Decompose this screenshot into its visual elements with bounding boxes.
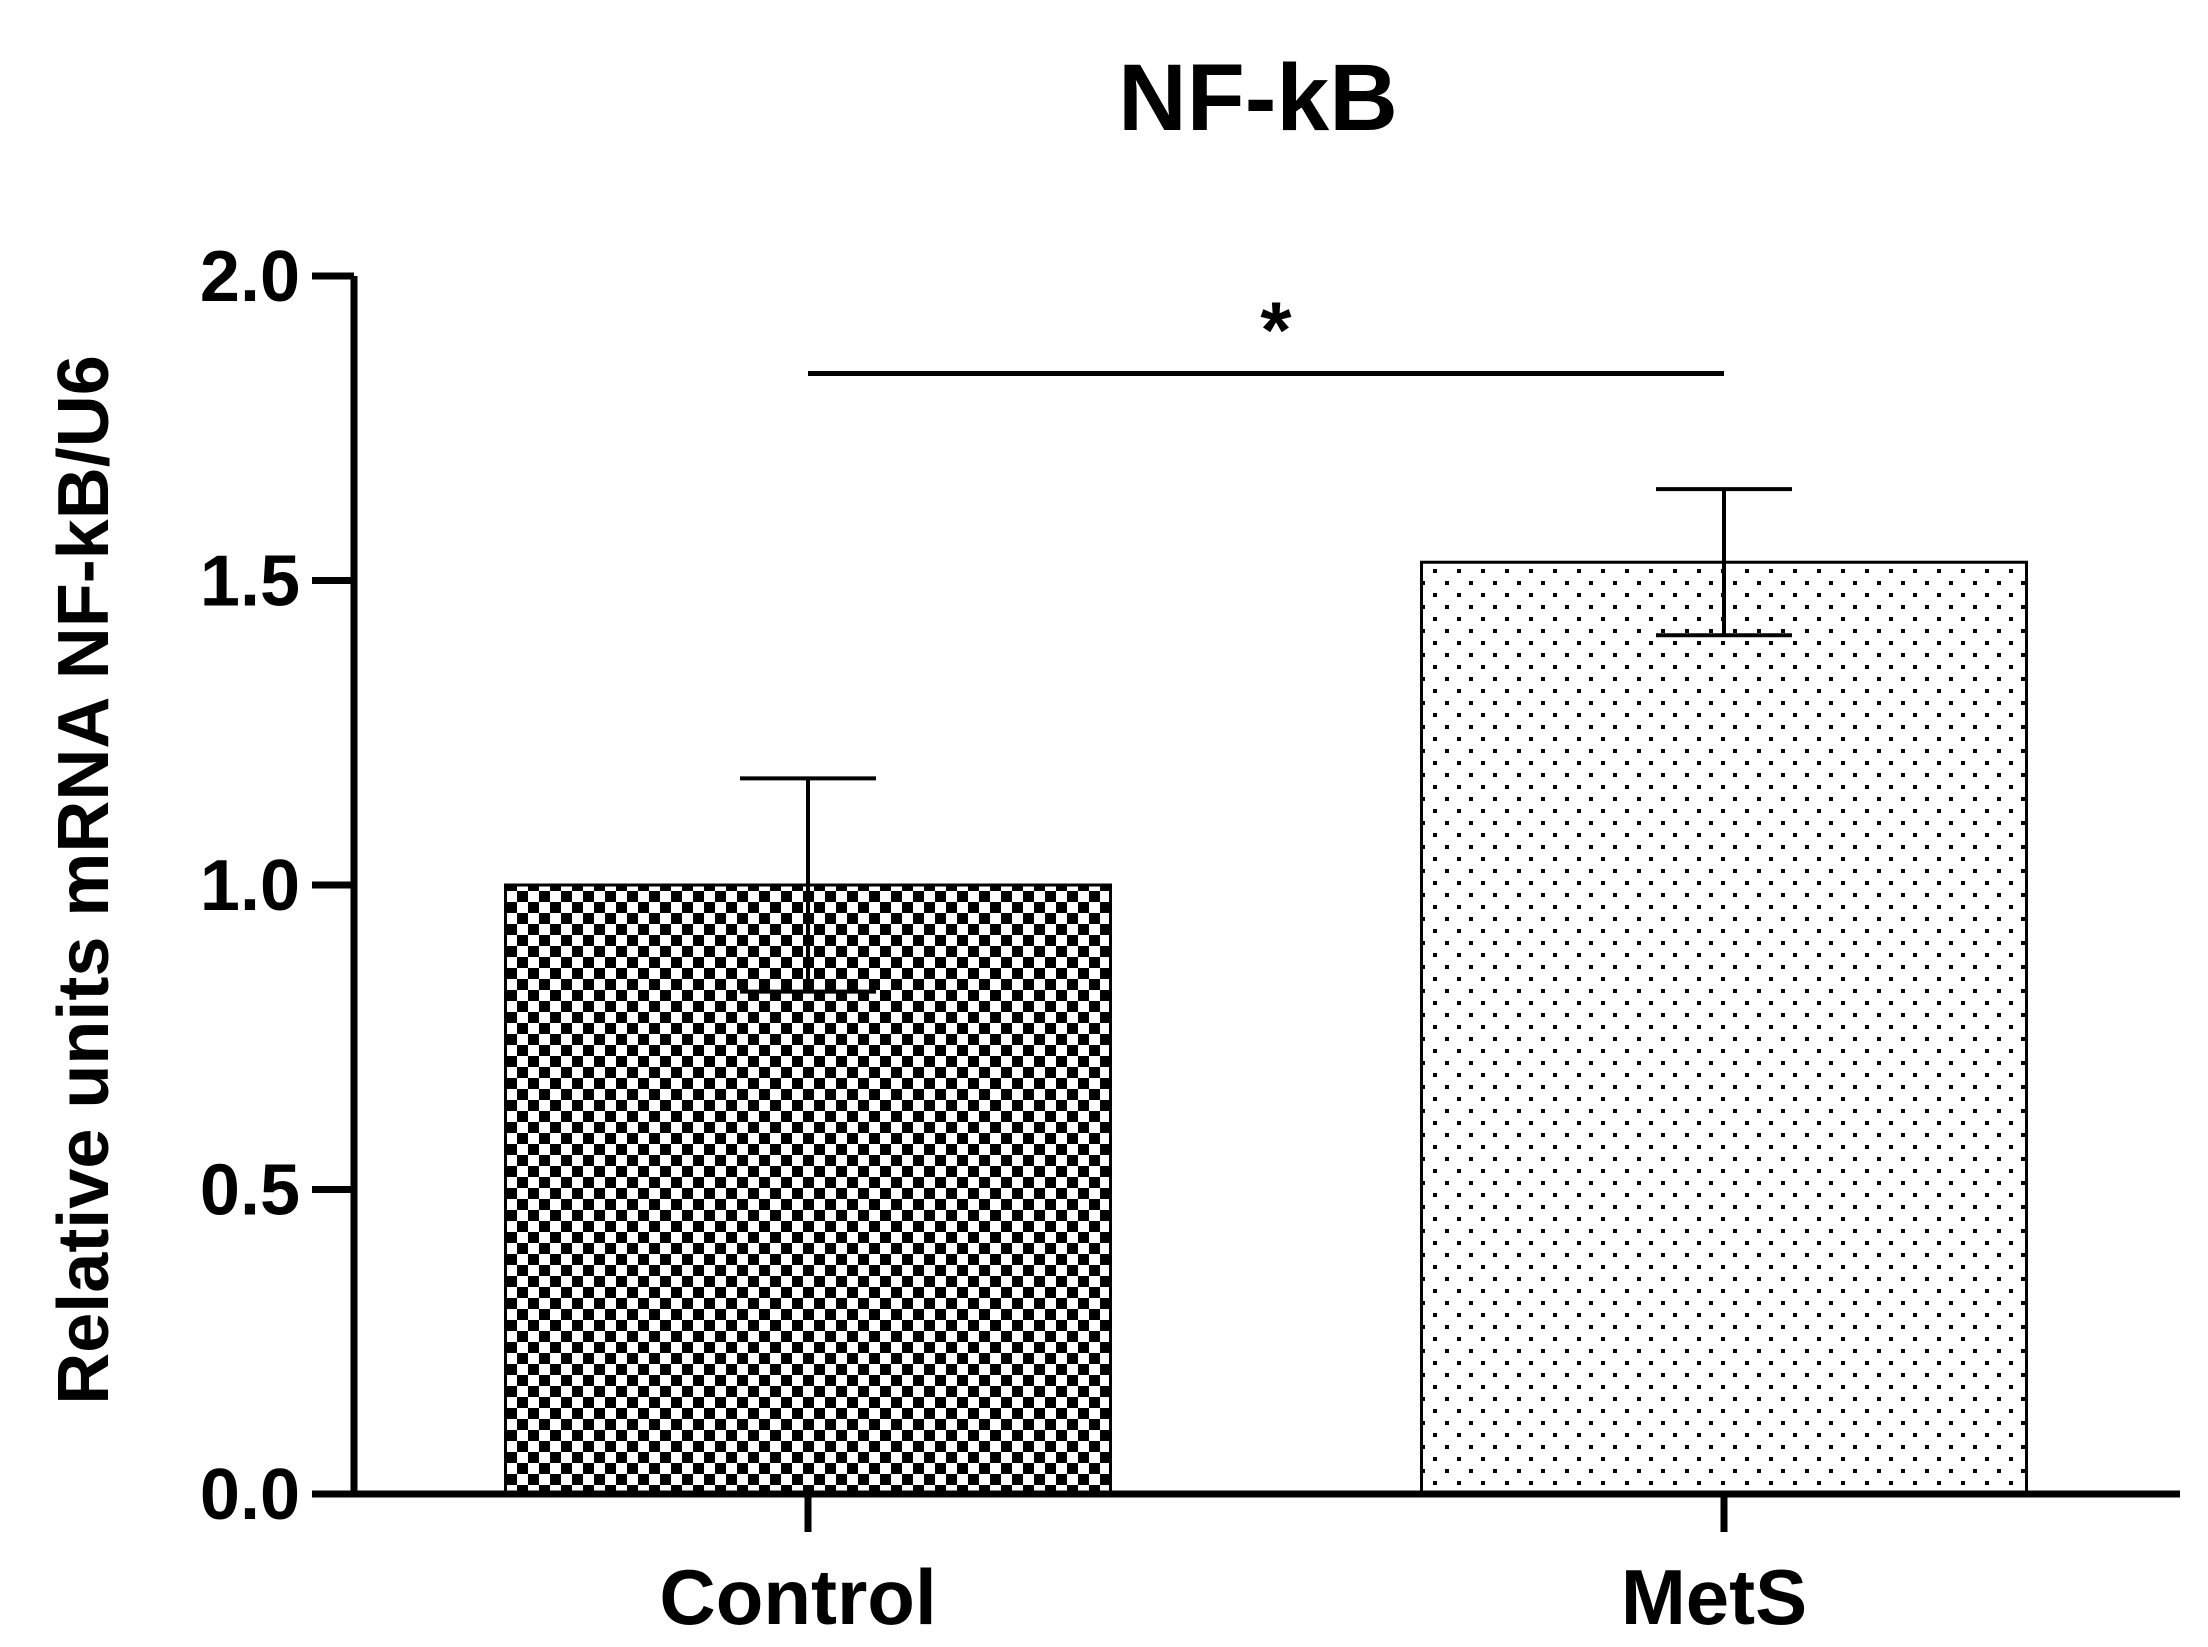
x-tick-label-control: Control [659, 1553, 936, 1641]
y-tick-label: 1.5 [200, 542, 300, 622]
y-tick-label: 0.0 [200, 1455, 300, 1535]
chart-title: NF-kB [1118, 45, 1398, 151]
y-ticks-group: 0.0 0.5 1.0 1.5 2.0 [200, 237, 354, 1535]
significance-asterisk: * [1260, 285, 1292, 374]
error-bars-group [740, 487, 1792, 994]
y-tick-label: 2.0 [200, 237, 300, 317]
bars-group [504, 560, 2028, 1496]
y-tick-label: 1.0 [200, 846, 300, 926]
x-ticks-group: Control MetS [659, 1494, 1807, 1641]
y-tick-label: 0.5 [200, 1151, 300, 1231]
y-axis-label: Relative units mRNA NF-kB/U6 [44, 355, 124, 1405]
x-tick-label-mets: MetS [1621, 1553, 1807, 1641]
bar-mets [1420, 560, 2028, 1496]
significance-group: * [808, 285, 1724, 376]
